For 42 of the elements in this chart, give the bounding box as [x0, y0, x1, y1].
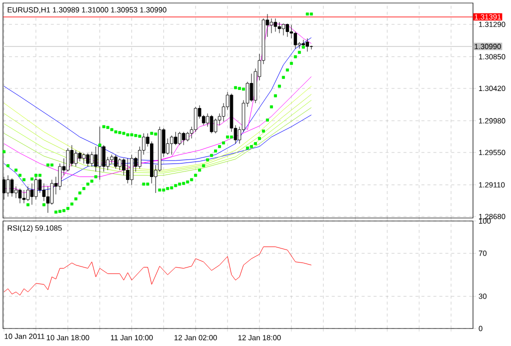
candlestick: [250, 73, 254, 102]
candlestick: [22, 190, 26, 204]
candlestick: [18, 188, 22, 204]
candlestick: [102, 144, 106, 172]
candlestick: [26, 186, 30, 202]
candlestick: [94, 146, 98, 172]
candlestick: [210, 114, 214, 134]
candlestick: [86, 152, 90, 167]
candlestick: [30, 183, 34, 205]
candlestick: [194, 106, 198, 132]
candlestick: [38, 178, 42, 194]
candlestick: [74, 150, 78, 167]
candlestick: [78, 151, 82, 162]
candlestick: [98, 126, 102, 180]
candlestick: [186, 132, 190, 142]
candlestick: [282, 23, 286, 36]
candlestick: [278, 22, 282, 34]
candlestick: [70, 144, 74, 167]
candlestick: [270, 18, 274, 34]
candlestick: [10, 178, 14, 197]
candlestick: [82, 152, 86, 164]
candlestick: [126, 158, 130, 184]
candlestick: [58, 163, 62, 190]
candlestick: [66, 148, 70, 172]
candlestick: [286, 23, 290, 38]
candlestick: [294, 31, 298, 49]
candlestick: [46, 186, 50, 214]
candlestick: [42, 183, 46, 202]
candlestick: [182, 132, 186, 146]
candlestick: [90, 151, 94, 167]
candlestick: [114, 154, 118, 169]
candlestick: [122, 158, 126, 176]
candlestick: [174, 132, 178, 146]
candlestick: [306, 38, 310, 52]
candlestick: [118, 158, 122, 170]
candlestick: [178, 132, 182, 146]
candlestick: [170, 135, 174, 155]
line-series: [4, 23, 312, 194]
candlestick: [6, 175, 10, 197]
candlestick: [274, 18, 278, 32]
candlestick: [130, 154, 134, 186]
candlestick: [50, 179, 54, 205]
